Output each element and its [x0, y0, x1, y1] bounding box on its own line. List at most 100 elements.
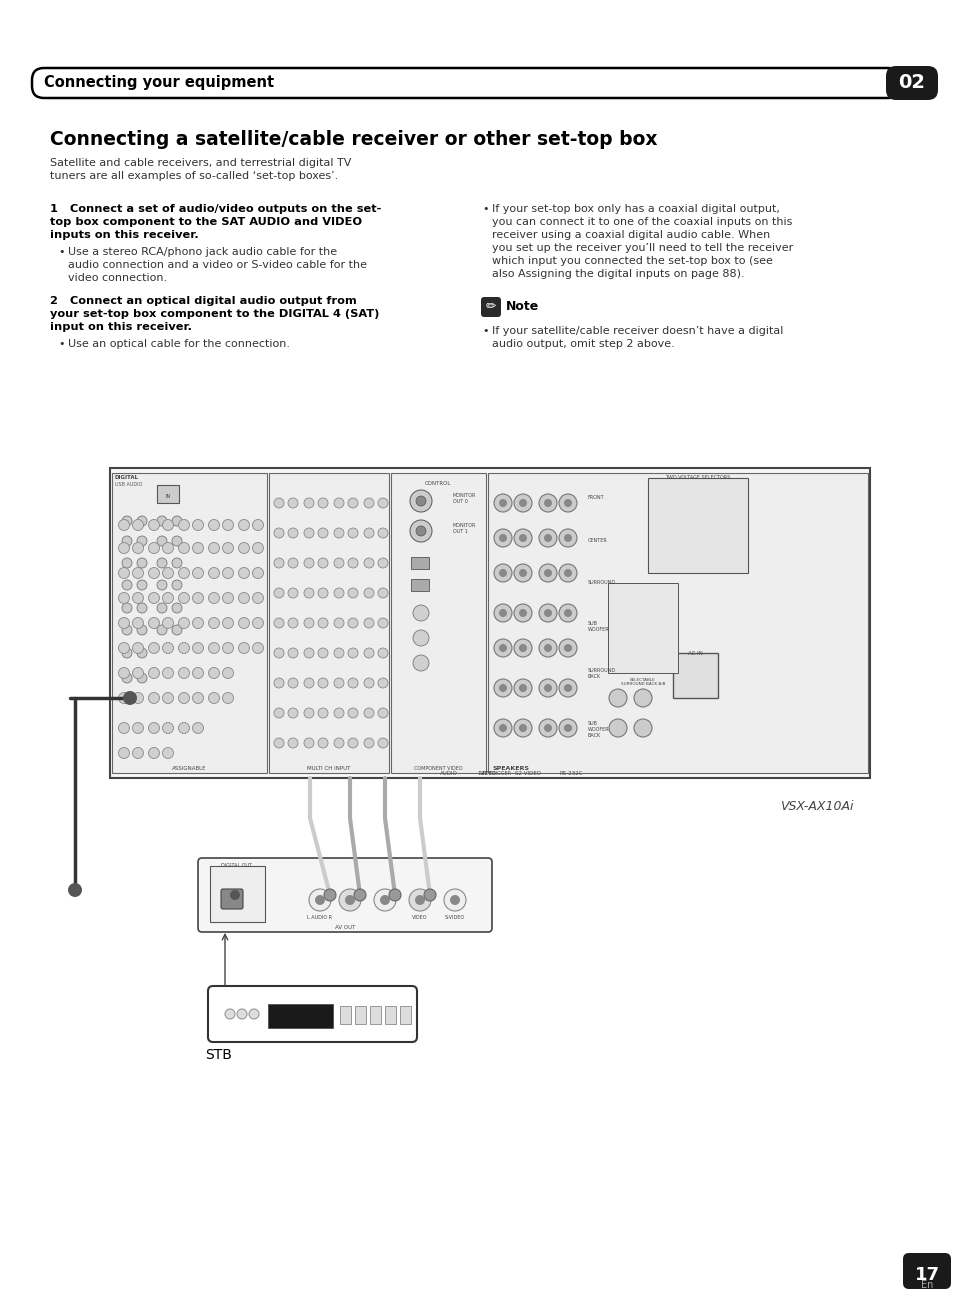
Bar: [488, 473, 867, 773]
Bar: [210, 866, 265, 922]
Bar: [339, 1006, 351, 1024]
Circle shape: [162, 693, 173, 703]
Text: Satellite and cable receivers, and terrestrial digital TV: Satellite and cable receivers, and terre…: [50, 159, 351, 168]
Text: VIDEO: VIDEO: [479, 772, 497, 776]
Circle shape: [348, 498, 357, 508]
Circle shape: [157, 580, 167, 590]
Circle shape: [334, 618, 344, 627]
Circle shape: [345, 895, 355, 905]
Circle shape: [193, 723, 203, 734]
Circle shape: [253, 617, 263, 629]
Circle shape: [334, 679, 344, 688]
Circle shape: [288, 648, 297, 658]
Text: DIGITAL: DIGITAL: [115, 476, 139, 479]
Circle shape: [498, 684, 506, 692]
Circle shape: [317, 618, 328, 627]
Circle shape: [132, 668, 143, 679]
Circle shape: [253, 520, 263, 531]
Text: •: •: [481, 326, 488, 335]
Bar: [269, 473, 389, 773]
Circle shape: [122, 516, 132, 527]
Circle shape: [354, 889, 366, 901]
Circle shape: [634, 689, 651, 707]
Bar: [370, 1006, 380, 1024]
Circle shape: [238, 542, 250, 554]
Circle shape: [178, 723, 190, 734]
Circle shape: [118, 693, 130, 703]
Circle shape: [274, 558, 284, 569]
Circle shape: [157, 558, 167, 569]
Circle shape: [162, 592, 173, 604]
Circle shape: [274, 738, 284, 748]
Text: SURROUND: SURROUND: [587, 580, 616, 586]
Text: SELECTABLE
SURROUND BACK A/B: SELECTABLE SURROUND BACK A/B: [620, 679, 664, 686]
Circle shape: [274, 648, 284, 658]
Text: If your set-top box only has a coaxial digital output,: If your set-top box only has a coaxial d…: [492, 204, 779, 214]
Circle shape: [137, 603, 147, 613]
Circle shape: [543, 534, 552, 542]
Text: Connecting your equipment: Connecting your equipment: [44, 76, 274, 90]
Circle shape: [364, 738, 374, 748]
Circle shape: [288, 588, 297, 597]
Circle shape: [498, 499, 506, 507]
Circle shape: [450, 895, 459, 905]
Circle shape: [178, 617, 190, 629]
Circle shape: [518, 684, 526, 692]
Circle shape: [238, 592, 250, 604]
Text: •: •: [481, 204, 488, 214]
Circle shape: [518, 569, 526, 576]
Circle shape: [377, 738, 388, 748]
Circle shape: [348, 738, 357, 748]
Circle shape: [118, 668, 130, 679]
Circle shape: [122, 625, 132, 635]
Circle shape: [317, 588, 328, 597]
Circle shape: [193, 617, 203, 629]
Circle shape: [514, 639, 532, 658]
Circle shape: [304, 679, 314, 688]
Text: DIGITAL OUT: DIGITAL OUT: [221, 863, 253, 869]
Circle shape: [253, 592, 263, 604]
Circle shape: [122, 603, 132, 613]
Circle shape: [338, 889, 360, 910]
Circle shape: [222, 520, 233, 531]
Circle shape: [209, 642, 219, 654]
Circle shape: [253, 542, 263, 554]
Bar: [411, 557, 429, 569]
Text: MONITOR
OUT 0: MONITOR OUT 0: [453, 493, 476, 504]
Circle shape: [288, 679, 297, 688]
Text: receiver using a coaxial digital audio cable. When: receiver using a coaxial digital audio c…: [492, 231, 769, 240]
Text: tuners are all examples of so-called ‘set-top boxes’.: tuners are all examples of so-called ‘se…: [50, 172, 338, 181]
Text: audio connection and a video or S-video cable for the: audio connection and a video or S-video …: [68, 259, 367, 270]
Circle shape: [162, 520, 173, 531]
Circle shape: [514, 494, 532, 512]
Circle shape: [172, 536, 182, 546]
Circle shape: [364, 618, 374, 627]
Circle shape: [149, 642, 159, 654]
Circle shape: [118, 542, 130, 554]
Circle shape: [304, 528, 314, 538]
Circle shape: [132, 520, 143, 531]
Circle shape: [178, 520, 190, 531]
Circle shape: [514, 719, 532, 738]
Circle shape: [122, 648, 132, 658]
Circle shape: [334, 738, 344, 748]
Circle shape: [236, 1009, 247, 1019]
Text: 17: 17: [914, 1265, 939, 1284]
Circle shape: [348, 588, 357, 597]
Circle shape: [364, 498, 374, 508]
Circle shape: [543, 569, 552, 576]
Circle shape: [193, 592, 203, 604]
Circle shape: [364, 528, 374, 538]
Circle shape: [172, 516, 182, 527]
FancyBboxPatch shape: [902, 1252, 950, 1289]
Text: Connecting a satellite/cable receiver or other set-top box: Connecting a satellite/cable receiver or…: [50, 130, 657, 149]
Circle shape: [149, 542, 159, 554]
Circle shape: [634, 719, 651, 738]
Circle shape: [494, 565, 512, 582]
FancyBboxPatch shape: [885, 66, 937, 100]
Circle shape: [118, 642, 130, 654]
Circle shape: [149, 567, 159, 579]
Circle shape: [498, 534, 506, 542]
Circle shape: [377, 618, 388, 627]
Circle shape: [157, 625, 167, 635]
